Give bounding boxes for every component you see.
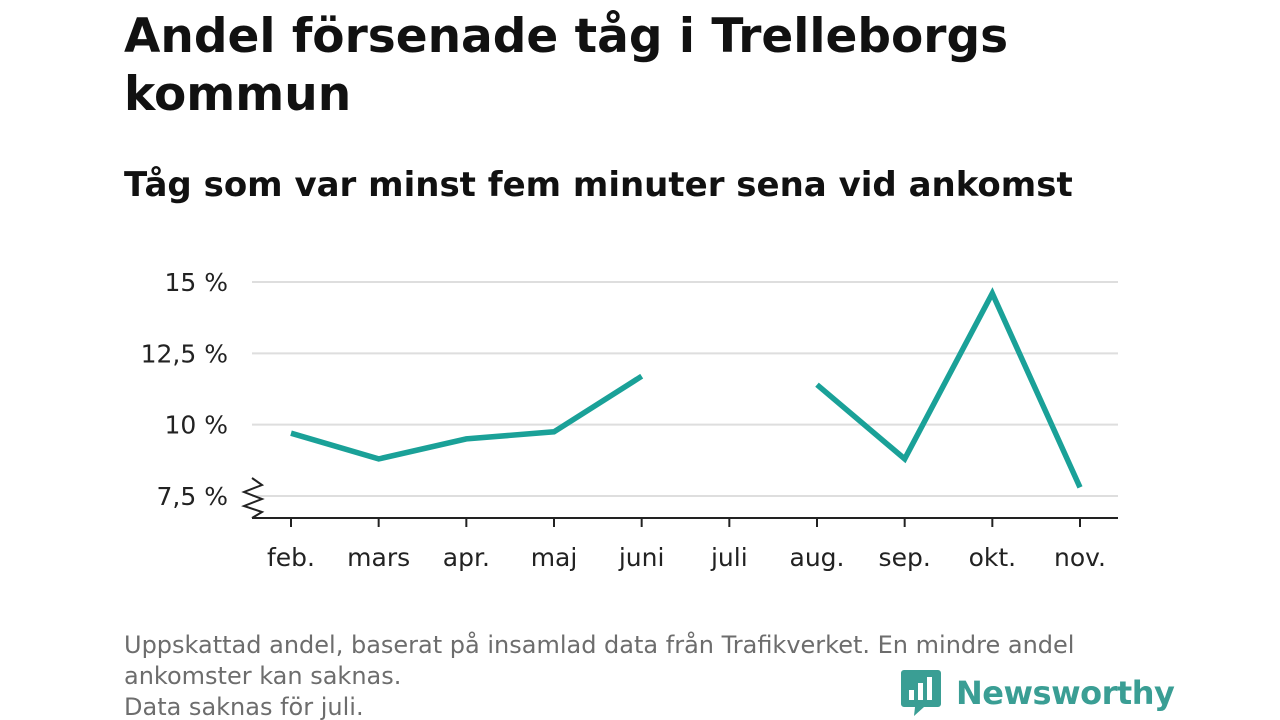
axis-break-icon [241,477,265,519]
gridlines [252,281,1118,497]
x-tick-label: okt. [969,543,1017,572]
series-lines [290,287,1083,489]
x-tick-label: juni [618,543,665,572]
x-tick-label: juli [710,543,748,572]
x-tick-label: mars [347,543,410,572]
series-line [815,287,1083,489]
y-tick-label: 10 % [164,411,228,440]
x-tick-label: feb. [267,543,315,572]
x-tick-label: sep. [879,543,931,572]
chart-title: Andel försenade tåg i Trelleborgs kommun [124,9,1009,122]
y-tick-label: 7,5 % [157,482,228,511]
x-tick-label: aug. [790,543,845,572]
y-tick-label: 12,5 % [141,339,228,368]
x-axis [252,517,1118,527]
chart-subtitle: Tåg som var minst fem minuter sena vid a… [124,165,1073,205]
series-line [290,373,644,462]
footnote-line: Uppskattad andel, baserat på insamlad da… [124,631,1075,659]
y-axis-tick-labels: 7,5 % 10 % 12,5 % 15 % [141,268,228,511]
brand-logo: Newsworthy [900,668,1175,718]
x-axis-tick-labels: feb. mars apr. maj juni juli aug. sep. okt. nov. [267,543,1106,572]
footnote-line: Data saknas för juli. [124,693,364,720]
y-tick-label: 15 % [164,268,228,297]
axis-break-icon [241,477,265,519]
brand-name: Newsworthy [956,674,1175,712]
x-tick-label: maj [531,543,578,572]
footnote: Uppskattad andel, baserat på insamlad da… [124,630,1164,720]
footnote-line: ankomster kan saknas. [124,662,402,690]
x-tick-label: nov. [1054,543,1106,572]
x-tick-label: apr. [443,543,490,572]
newsworthy-logo-icon [901,670,941,716]
line-chart: 7,5 % 10 % 12,5 % 15 % feb. mars apr. maj juni j… [141,268,1118,572]
